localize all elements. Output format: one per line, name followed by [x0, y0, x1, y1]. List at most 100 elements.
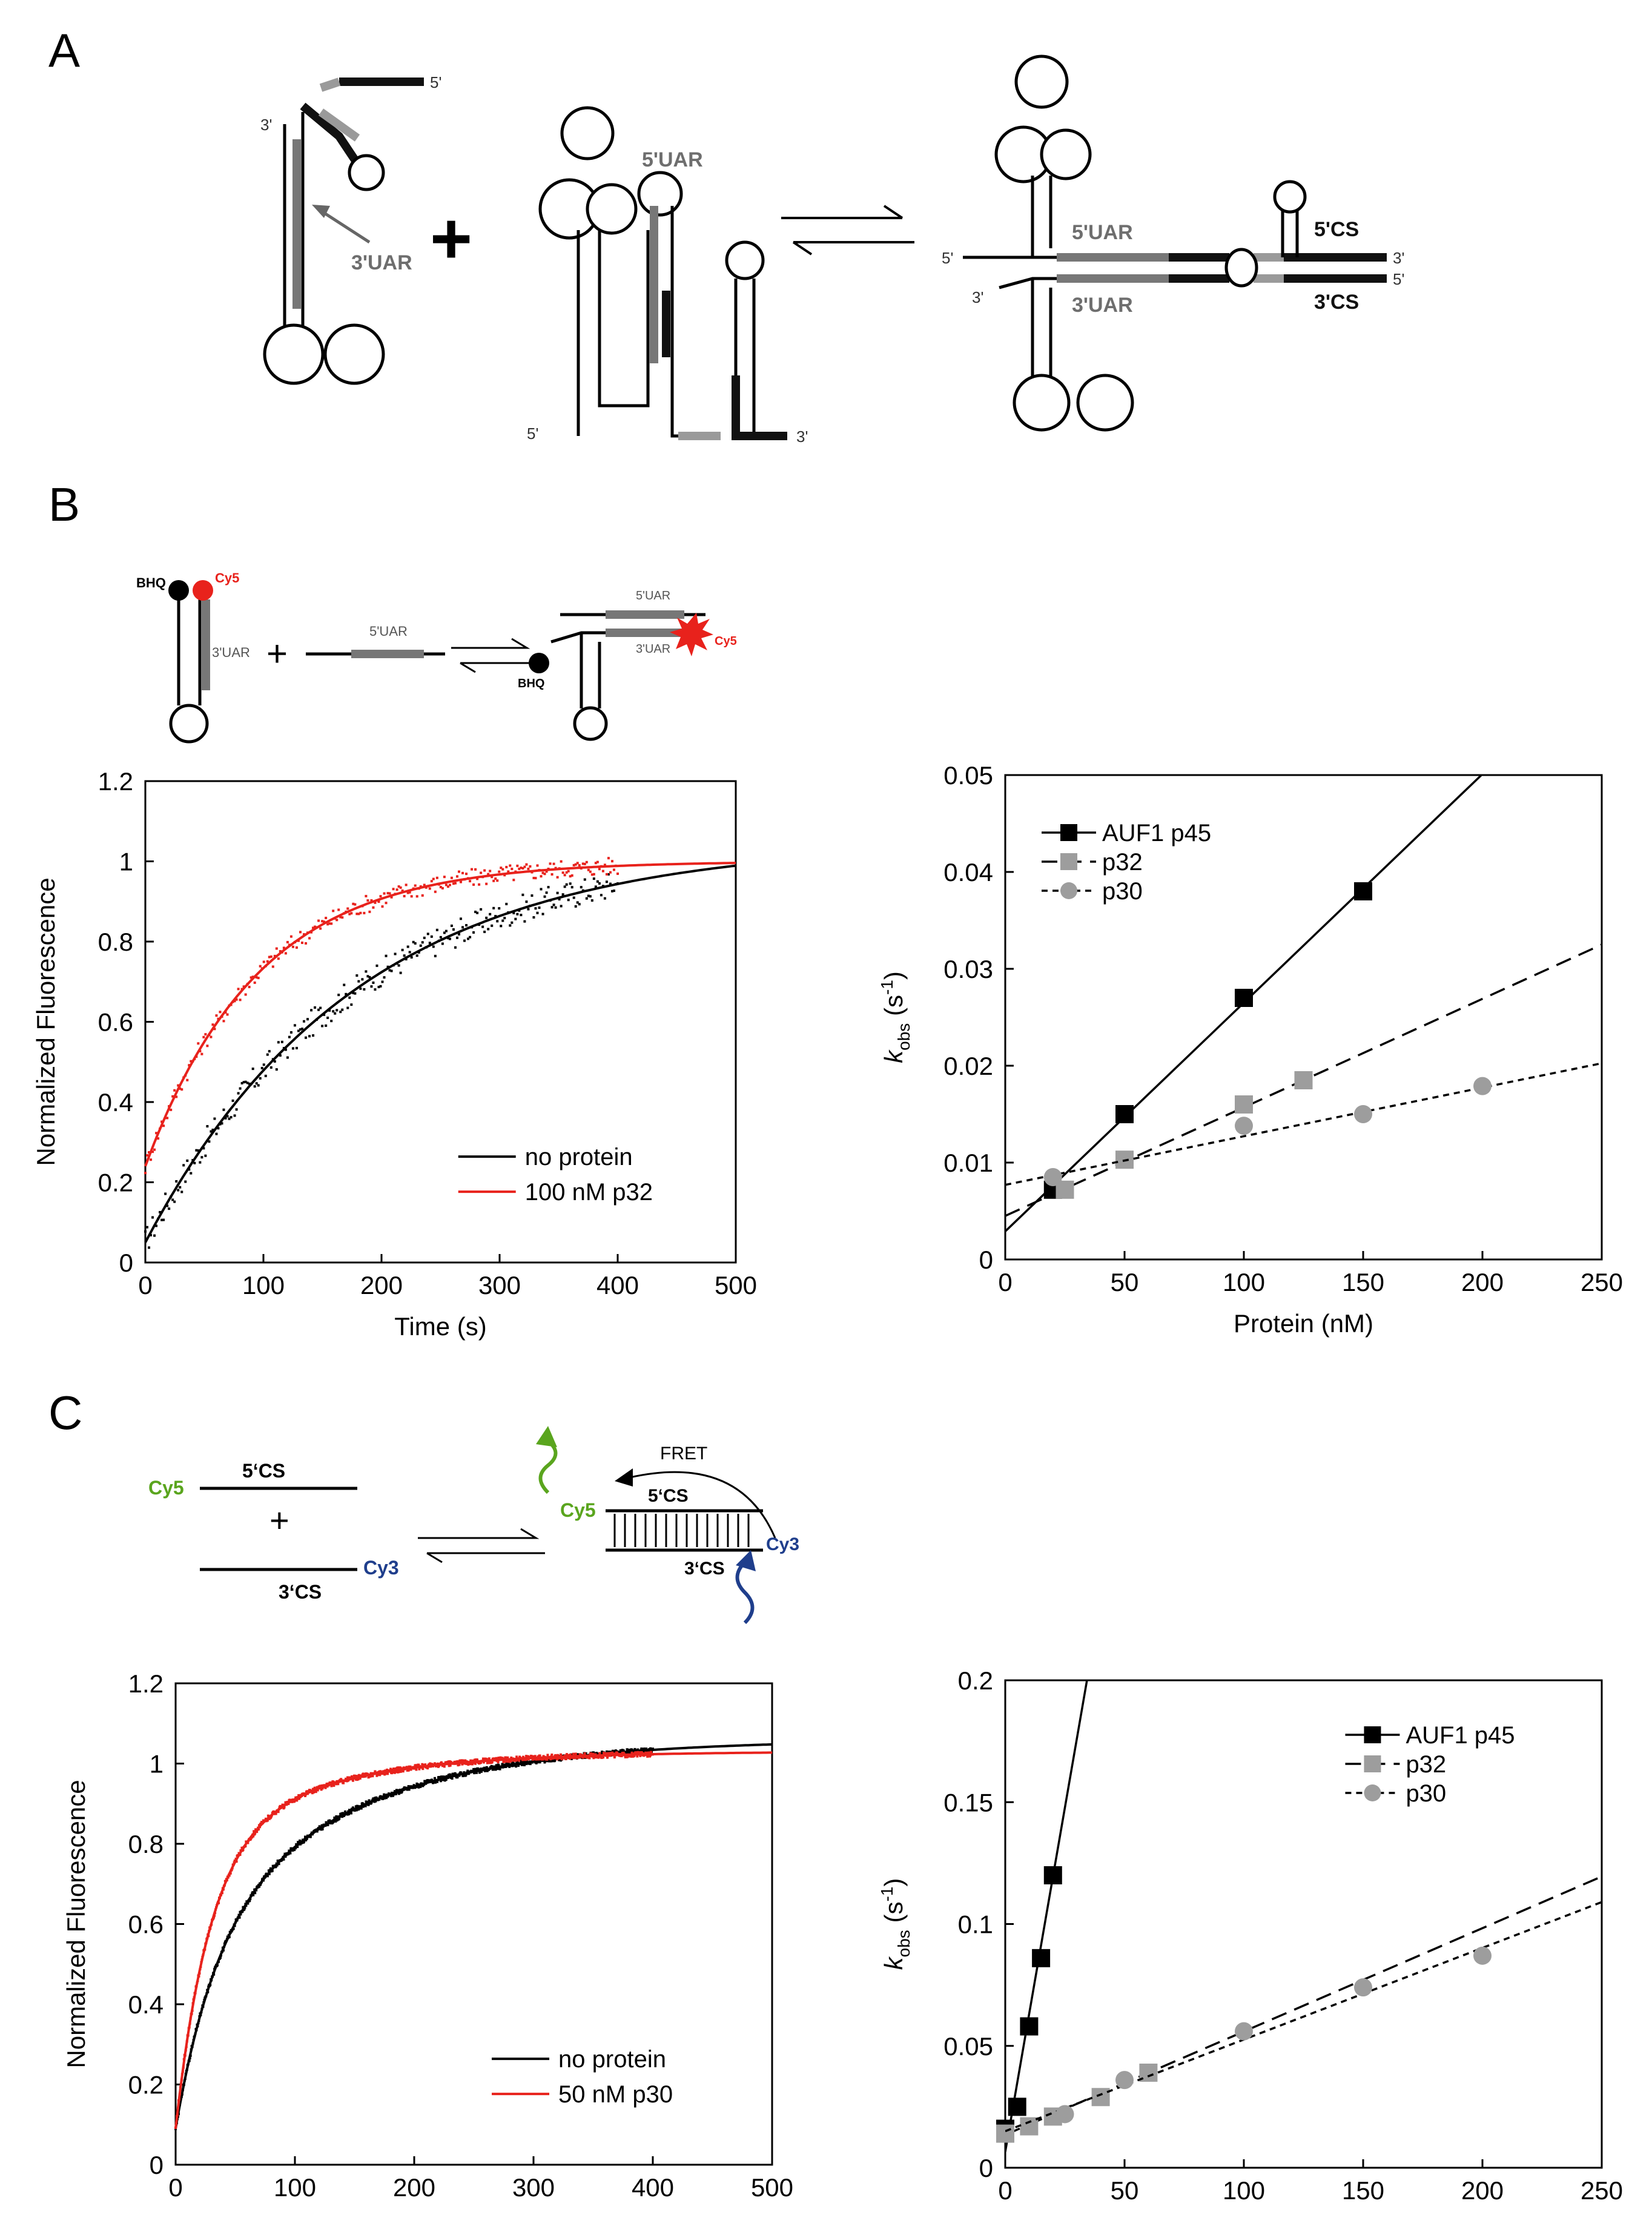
data-point	[385, 1772, 388, 1775]
data-point	[567, 870, 570, 873]
data-point	[469, 880, 472, 883]
data-point	[506, 1756, 509, 1759]
data-point	[348, 1809, 351, 1812]
panel-b-scheme: BHQ Cy5 3'UAR + 5'UAR BHQ Cy5 5'UAR 3'UA…	[136, 570, 737, 744]
data-point	[330, 1784, 333, 1787]
data-point	[399, 1770, 402, 1773]
data-point	[494, 914, 497, 917]
y-axis-title-part: -1	[877, 980, 896, 995]
data-point	[558, 898, 561, 901]
data-point	[606, 1752, 609, 1755]
c-blue-excitation	[735, 1560, 755, 1625]
data-point	[514, 917, 517, 920]
data-point	[649, 1747, 652, 1750]
y-tick-label: 0.03	[943, 955, 993, 983]
data-point	[515, 1759, 518, 1762]
data-point	[240, 1081, 243, 1084]
data-point	[399, 886, 402, 889]
x-tick-label: 150	[1342, 2176, 1384, 2205]
data-point	[175, 1180, 178, 1183]
data-point	[295, 946, 298, 949]
data-point	[443, 876, 446, 879]
panel-c: C Cy5 5‘CS + Cy3 3‘CS Cy5 FRET 5‘CS 3‘CS…	[48, 1386, 1623, 2218]
b-label-cy5: Cy5	[215, 570, 239, 586]
data-point	[444, 929, 448, 932]
data-point	[253, 1830, 256, 1833]
y-axis-title-part: (s	[879, 995, 908, 1023]
data-point	[324, 1786, 327, 1789]
data-point	[279, 1054, 282, 1057]
data-point	[443, 931, 446, 934]
data-point	[206, 1125, 209, 1128]
data-point	[460, 917, 463, 920]
data-point	[391, 1794, 394, 1797]
data-point	[440, 1761, 443, 1764]
data-point	[536, 1761, 539, 1764]
panel-a-5prime-rna: 5' 3' 5'UAR	[527, 106, 808, 446]
data-point	[601, 870, 604, 873]
data-point	[190, 1172, 193, 1175]
marker-circle	[1235, 2022, 1253, 2041]
data-point	[441, 1764, 444, 1767]
a-small-loop	[348, 154, 385, 191]
data-point	[326, 923, 329, 926]
data-point	[215, 1132, 218, 1135]
data-point	[612, 868, 615, 871]
data-point	[289, 1852, 292, 1855]
data-point	[190, 1060, 193, 1063]
a-dup-label-5uar: 5'UAR	[1072, 221, 1133, 244]
data-point	[358, 1777, 362, 1780]
panel-a-duplex: 5' 3' 3' 5' 5'UAR 3'UAR 5'CS 3'CS	[942, 54, 1404, 432]
data-point	[359, 911, 362, 914]
marker-square	[1294, 1071, 1313, 1089]
x-tick-label: 300	[478, 1271, 521, 1299]
data-point	[521, 893, 524, 896]
y-tick-label: 0.2	[958, 1666, 993, 1695]
data-point	[606, 1756, 609, 1759]
data-point	[226, 1013, 229, 1016]
data-point	[492, 1768, 495, 1771]
data-point	[446, 937, 449, 940]
data-point	[208, 1140, 211, 1143]
data-point	[597, 1756, 600, 1759]
data-point	[472, 1767, 475, 1771]
data-point	[289, 1031, 292, 1034]
legend-label: AUF1 p45	[1102, 820, 1211, 847]
data-point	[393, 1790, 396, 1793]
fit-line	[144, 864, 736, 1243]
data-point	[211, 1023, 214, 1026]
data-point	[456, 1775, 459, 1778]
data-point	[314, 925, 317, 928]
x-axis-title: Time (s)	[394, 1312, 486, 1341]
c-fret-arrow-head	[615, 1468, 633, 1487]
data-point	[598, 1752, 601, 1755]
data-point	[296, 1845, 299, 1848]
b-dup-stem	[550, 631, 606, 708]
y-axis-title-part: )	[879, 1878, 908, 1887]
data-point	[474, 1767, 477, 1771]
marker-square	[1008, 2098, 1026, 2116]
data-point	[294, 1847, 297, 1850]
a-arrow-line	[317, 207, 371, 244]
y-tick-label: 0	[150, 2151, 164, 2179]
data-point	[378, 1774, 382, 1777]
data-point	[446, 885, 449, 888]
data-point	[412, 1784, 415, 1787]
data-point	[523, 1763, 526, 1766]
data-point	[627, 1748, 630, 1751]
data-point	[286, 1056, 289, 1059]
data-point	[508, 1765, 511, 1768]
data-point	[393, 1771, 396, 1774]
marker-circle	[1115, 2071, 1134, 2090]
data-point	[199, 1161, 202, 1164]
data-point	[561, 871, 564, 874]
data-point	[271, 1869, 274, 1872]
legend-label: p30	[1406, 1780, 1446, 1807]
data-point	[370, 985, 373, 988]
data-point	[153, 1234, 156, 1237]
data-point	[325, 1821, 328, 1824]
data-point	[545, 891, 548, 894]
a-mid-stem-2	[670, 206, 715, 438]
data-point	[412, 940, 415, 943]
c-plus: +	[269, 1501, 289, 1539]
